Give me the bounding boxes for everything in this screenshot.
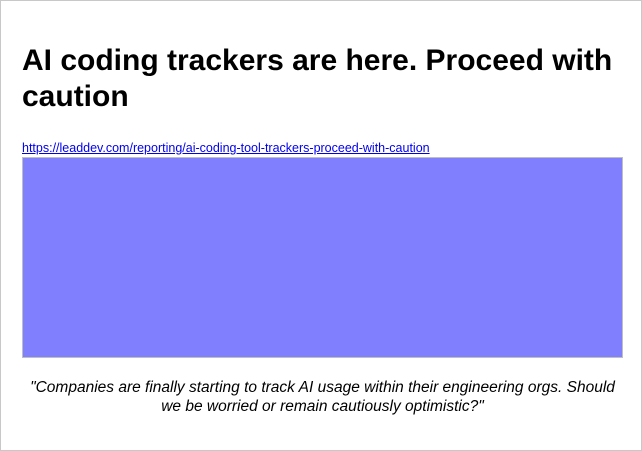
- article-image-placeholder: [22, 157, 623, 358]
- article-quote: "Companies are finally starting to track…: [30, 379, 615, 415]
- article-title: AI coding trackers are here. Proceed wit…: [22, 44, 613, 113]
- article-link[interactable]: https://leaddev.com/reporting/ai-coding-…: [22, 141, 430, 155]
